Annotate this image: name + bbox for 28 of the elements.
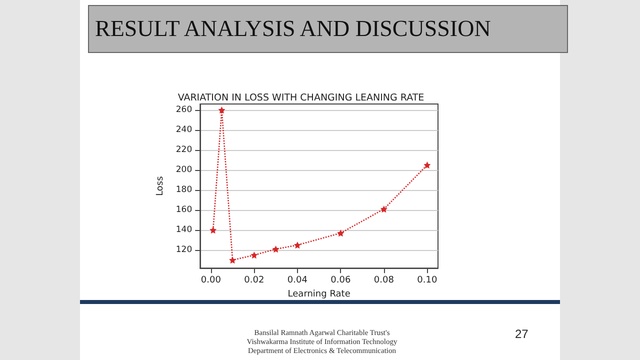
x-tick-label: 0.02	[244, 276, 264, 286]
x-tick-label: 0.06	[330, 276, 351, 286]
point	[424, 162, 431, 169]
y-tick-label: 200	[176, 165, 192, 176]
point	[218, 106, 226, 114]
x-axis-title: Learning Rate	[288, 290, 351, 300]
point	[250, 252, 258, 259]
x-tick-label: 0.08	[374, 276, 394, 286]
point	[294, 242, 301, 249]
y-tick-label: 220	[176, 145, 192, 156]
x-tick-label: 0.10	[417, 276, 438, 286]
chart-title: VARIATION IN LOSS WITH CHANGING LEANING RATE	[178, 92, 424, 104]
point	[337, 230, 344, 237]
x-tick-label: 0.04	[287, 276, 308, 286]
y-tick-label: 180	[176, 185, 192, 196]
y-tick-label: 160	[176, 205, 192, 216]
y-tick-label: 140	[176, 225, 192, 236]
text: 27	[515, 327, 528, 341]
y-axis-title: Loss	[156, 176, 166, 196]
text: RESULT ANALYSIS AND DISCUSSION	[88, 5, 568, 53]
y-tick-label: 120	[176, 245, 192, 256]
point	[272, 246, 280, 253]
point	[229, 256, 236, 264]
y-tick-label: 240	[176, 125, 192, 136]
point	[210, 226, 217, 234]
y-tick-label: 260	[176, 105, 192, 116]
x-tick-label: 0.00	[200, 276, 222, 286]
point	[380, 206, 388, 213]
